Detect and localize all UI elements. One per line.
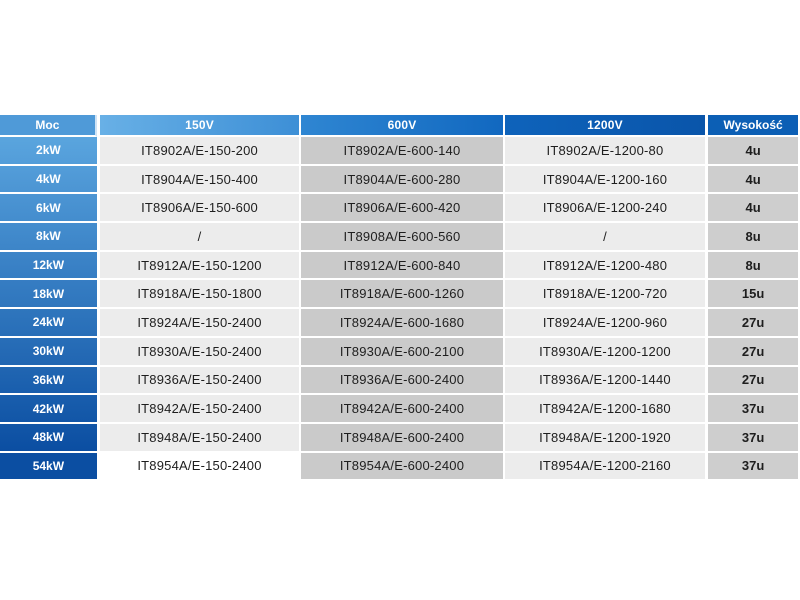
header-150v: 150V <box>99 115 300 137</box>
model-600v-cell: IT8906A/E-600-420 <box>301 194 503 224</box>
model-600v-cell: IT8918A/E-600-1260 <box>301 280 503 310</box>
model-1200v-cell: IT8912A/E-1200-480 <box>504 251 706 281</box>
model-150v-cell: IT8906A/E-150-600 <box>99 194 300 224</box>
height-cell: 37u <box>708 423 798 453</box>
model-1200v-cell: IT8924A/E-1200-960 <box>504 309 706 338</box>
model-1200v-cell: IT8936A/E-1200-1440 <box>504 366 706 396</box>
model-1200v-cell: IT8904A/E-1200-160 <box>504 165 706 195</box>
table-row: 2kW IT8902A/E-150-200 IT8902A/E-600-140 IT8… <box>0 137 798 166</box>
model-600v-cell: IT8948A/E-600-2400 <box>301 423 503 453</box>
power-cell: 36kW <box>0 366 97 396</box>
height-cell: 37u <box>708 452 798 482</box>
model-600v-cell: IT8954A/E-600-2400 <box>301 452 503 482</box>
model-150v-cell: IT8930A/E-150-2400 <box>99 337 300 367</box>
model-1200v-cell: IT8906A/E-1200-240 <box>504 194 706 224</box>
table-row: 30kW IT8930A/E-150-2400 IT8930A/E-600-2100… <box>0 337 798 367</box>
height-cell: 4u <box>708 165 798 195</box>
table-row: 48kW IT8948A/E-150-2400 IT8948A/E-600-2400… <box>0 423 798 453</box>
model-600v-cell: IT8924A/E-600-1680 <box>301 309 503 338</box>
height-cell: 4u <box>708 137 798 166</box>
model-1200v-cell: IT8942A/E-1200-1680 <box>504 395 706 424</box>
model-1200v-cell: IT8918A/E-1200-720 <box>504 280 706 310</box>
table-row: 8kW / IT8908A/E-600-560/8u <box>0 223 798 252</box>
model-1200v-cell: IT8954A/E-1200-2160 <box>504 452 706 482</box>
height-cell: 15u <box>708 280 798 310</box>
table-row: 18kW IT8918A/E-150-1800 IT8918A/E-600-1260… <box>0 280 798 310</box>
power-cell: 8kW <box>0 223 97 252</box>
model-150v-cell: IT8902A/E-150-200 <box>99 137 300 166</box>
power-cell: 42kW <box>0 395 97 424</box>
model-1200v-cell: / <box>504 223 706 252</box>
model-150v-cell: IT8912A/E-150-1200 <box>99 251 300 281</box>
model-1200v-cell: IT8948A/E-1200-1920 <box>504 423 706 453</box>
power-cell: 4kW <box>0 165 97 195</box>
power-cell: 2kW <box>0 137 97 166</box>
model-table: Moc 150V 600V 1200V Wysokość 2kW IT8902A/… <box>0 115 798 482</box>
model-600v-cell: IT8942A/E-600-2400 <box>301 395 503 424</box>
header-1200v: 1200V <box>504 115 706 137</box>
model-150v-cell: IT8924A/E-150-2400 <box>99 309 300 338</box>
table-row: 36kW IT8936A/E-150-2400 IT8936A/E-600-2400… <box>0 366 798 396</box>
power-cell: 6kW <box>0 194 97 224</box>
table-row: 42kW IT8942A/E-150-2400 IT8942A/E-600-2400… <box>0 395 798 424</box>
height-cell: 8u <box>708 251 798 281</box>
model-1200v-cell: IT8930A/E-1200-1200 <box>504 337 706 367</box>
model-150v-cell: IT8948A/E-150-2400 <box>99 423 300 453</box>
model-600v-cell: IT8930A/E-600-2100 <box>301 337 503 367</box>
height-cell: 4u <box>708 194 798 224</box>
height-cell: 8u <box>708 223 798 252</box>
model-600v-cell: IT8904A/E-600-280 <box>301 165 503 195</box>
model-600v-cell: IT8936A/E-600-2400 <box>301 366 503 396</box>
model-150v-cell: IT8936A/E-150-2400 <box>99 366 300 396</box>
table-row: 4kW IT8904A/E-150-400 IT8904A/E-600-280 IT8… <box>0 165 798 195</box>
model-600v-cell: IT8908A/E-600-560 <box>301 223 503 252</box>
power-cell: 54kW <box>0 452 97 482</box>
header-600v: 600V <box>301 115 503 137</box>
table-row: 54kW IT8954A/E-150-2400 IT8954A/E-600-2400… <box>0 452 798 482</box>
header-height: Wysokość <box>708 115 798 137</box>
table-header-row: Moc 150V 600V 1200V Wysokość <box>0 115 798 137</box>
model-150v-cell: IT8904A/E-150-400 <box>99 165 300 195</box>
model-150v-cell: IT8954A/E-150-2400 <box>99 452 300 482</box>
power-cell: 12kW <box>0 251 97 281</box>
power-cell: 30kW <box>0 337 97 367</box>
model-600v-cell: IT8902A/E-600-140 <box>301 137 503 166</box>
power-cell: 24kW <box>0 309 97 338</box>
power-cell: 18kW <box>0 280 97 310</box>
table-row: 12kW IT8912A/E-150-1200 IT8912A/E-600-840 I… <box>0 251 798 281</box>
height-cell: 37u <box>708 395 798 424</box>
model-1200v-cell: IT8902A/E-1200-80 <box>504 137 706 166</box>
power-cell: 48kW <box>0 423 97 453</box>
model-150v-cell: / <box>99 223 300 252</box>
table-row: 24kW IT8924A/E-150-2400 IT8924A/E-600-1680… <box>0 309 798 338</box>
header-moc: Moc <box>0 115 97 137</box>
table-row: 6kW IT8906A/E-150-600 IT8906A/E-600-420 IT8… <box>0 194 798 224</box>
model-150v-cell: IT8942A/E-150-2400 <box>99 395 300 424</box>
height-cell: 27u <box>708 309 798 338</box>
height-cell: 27u <box>708 337 798 367</box>
model-150v-cell: IT8918A/E-150-1800 <box>99 280 300 310</box>
model-600v-cell: IT8912A/E-600-840 <box>301 251 503 281</box>
height-cell: 27u <box>708 366 798 396</box>
